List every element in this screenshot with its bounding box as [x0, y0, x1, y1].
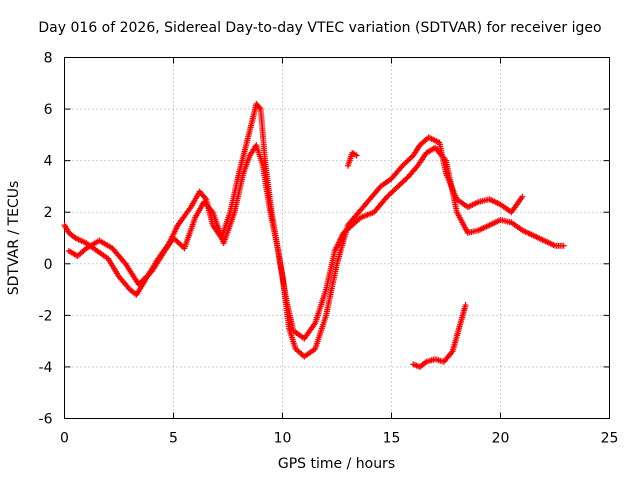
x-tick-label: 10	[274, 431, 292, 447]
y-axis-label: SDTVAR / TECUs	[6, 180, 22, 296]
plot-frame	[64, 57, 610, 419]
x-tick-label: 25	[601, 431, 619, 447]
series-track-2	[65, 142, 567, 342]
data-point	[560, 242, 567, 249]
y-tick-label: 4	[44, 154, 53, 170]
series-track-4	[410, 302, 469, 370]
y-tick-labels: -6 -4 -2 0 2 4 6 8	[39, 51, 53, 428]
y-tick-label: -4	[39, 360, 53, 376]
series-track-3	[344, 149, 360, 169]
x-tick-label: 15	[383, 431, 401, 447]
axis-ticks	[64, 57, 610, 419]
data-point	[202, 195, 209, 202]
y-tick-label: 6	[44, 102, 53, 118]
y-tick-label: 8	[44, 51, 53, 67]
y-tick-label: -2	[39, 308, 53, 324]
y-tick-label: 0	[44, 257, 53, 273]
x-tick-label: 5	[169, 431, 178, 447]
data-point	[519, 193, 526, 200]
data-points	[61, 100, 567, 370]
x-tick-label: 20	[492, 431, 510, 447]
chart-title: Day 016 of 2026, Sidereal Day-to-day VTE…	[38, 20, 602, 36]
x-tick-label: 0	[60, 431, 69, 447]
data-point	[462, 302, 469, 309]
y-tick-label: 2	[44, 205, 53, 221]
data-point	[353, 152, 360, 159]
x-tick-labels: 0 5 10 15 20 25	[60, 431, 618, 447]
data-point	[256, 104, 263, 111]
data-point	[404, 174, 411, 181]
y-tick-label: -6	[39, 412, 53, 428]
data-point	[422, 359, 429, 366]
grid-lines	[64, 57, 610, 419]
x-axis-label: GPS time / hours	[277, 456, 396, 472]
